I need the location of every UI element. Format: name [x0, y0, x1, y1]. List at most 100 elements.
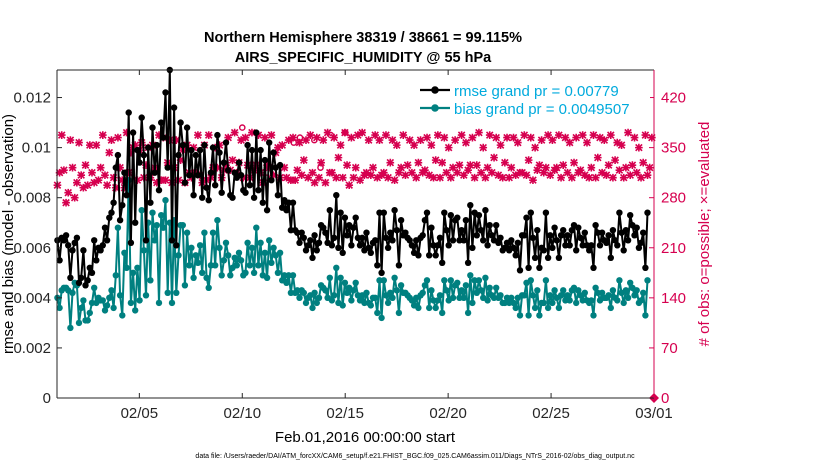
- series-point: [276, 249, 284, 256]
- series-point: [581, 289, 588, 296]
- series-point: [186, 172, 193, 179]
- series-point: [153, 141, 160, 149]
- series-point: [464, 309, 472, 317]
- obs-evaluated-marker: [479, 143, 488, 152]
- series-point: [129, 269, 137, 276]
- series-point: [441, 277, 448, 284]
- obs-evaluated-marker: [531, 143, 539, 152]
- series-point: [250, 269, 258, 276]
- obs-evaluated-marker: [85, 141, 94, 149]
- series-point: [380, 209, 387, 216]
- obs-evaluated-marker: [241, 133, 250, 142]
- obs-evaluated-marker: [412, 173, 421, 182]
- series-point: [378, 314, 385, 322]
- obs-evaluated-marker: [172, 136, 181, 144]
- series-point: [274, 192, 282, 199]
- series-point: [549, 299, 556, 307]
- series-point: [205, 197, 212, 204]
- series-point: [372, 294, 379, 301]
- series-point: [586, 247, 593, 254]
- series-point: [201, 229, 208, 236]
- obs-evaluated-marker: [107, 136, 116, 144]
- obs-evaluated-marker: [414, 158, 423, 167]
- series-point: [391, 274, 398, 281]
- series-layer: [53, 66, 656, 332]
- series-point: [244, 141, 251, 149]
- series-point: [458, 227, 465, 234]
- series-point: [436, 292, 444, 299]
- series-point: [527, 277, 534, 284]
- series-point: [225, 252, 232, 259]
- series-point: [114, 151, 122, 159]
- obs-evaluated-marker: [609, 173, 617, 182]
- obs-evaluated-marker: [423, 133, 431, 142]
- obs-evaluated-marker: [366, 171, 375, 179]
- series-point: [352, 214, 359, 221]
- series-point: [486, 284, 493, 291]
- series-point: [640, 229, 647, 236]
- series-point: [235, 159, 243, 166]
- series-point: [328, 242, 336, 249]
- right-y-axis-label: # of obs: o=possible; ×=evaluated: [696, 122, 713, 347]
- obs-evaluated-marker: [371, 131, 379, 139]
- series-point: [119, 202, 126, 209]
- series-point: [484, 297, 491, 304]
- right-y-tick-label: 210: [661, 240, 686, 257]
- series-point: [536, 312, 543, 319]
- series-point: [607, 254, 614, 261]
- series-point: [140, 247, 148, 254]
- series-point: [164, 164, 171, 171]
- obs-evaluated-marker: [576, 166, 585, 174]
- x-tick-label: 02/25: [532, 405, 570, 422]
- series-point: [573, 299, 580, 307]
- series-point: [244, 239, 251, 246]
- legend-box: [414, 82, 650, 122]
- series-point: [149, 124, 156, 131]
- series-point: [627, 212, 634, 219]
- series-point: [313, 247, 320, 254]
- series-point: [67, 274, 74, 281]
- series-point: [253, 129, 260, 136]
- series-point: [521, 292, 528, 299]
- obs-evaluated-marker: [589, 131, 598, 139]
- obs-evaluated-marker: [408, 168, 416, 177]
- series-point: [393, 287, 400, 294]
- series-point: [551, 287, 558, 294]
- series-point: [441, 209, 448, 216]
- series-point: [439, 309, 446, 317]
- obs-evaluated-marker: [494, 171, 503, 179]
- obs-possible-marker: [341, 129, 349, 136]
- obs-evaluated-marker: [505, 173, 514, 182]
- obs-evaluated-marker: [302, 136, 310, 144]
- obs-evaluated-marker: [397, 163, 405, 172]
- series-point: [214, 131, 221, 139]
- series-point: [173, 289, 180, 296]
- series-point: [222, 139, 230, 146]
- obs-evaluated-marker: [176, 156, 185, 164]
- obs-evaluated-marker: [228, 156, 237, 164]
- series-point: [315, 239, 323, 246]
- series-point: [488, 232, 496, 239]
- legend-bias-label: bias grand pr = 0.0049507: [454, 101, 630, 118]
- series-point: [402, 229, 409, 236]
- series-point: [557, 292, 565, 299]
- series-point: [209, 144, 217, 151]
- obs-evaluated-marker: [429, 173, 438, 182]
- series-point: [309, 304, 316, 312]
- series-point: [352, 279, 359, 286]
- series-point: [350, 287, 357, 294]
- legend-rmse-label: rmse grand pr = 0.00779: [454, 83, 619, 100]
- obs-evaluated-marker: [453, 168, 462, 177]
- series-point: [482, 274, 489, 281]
- obs-evaluated-marker: [546, 171, 555, 179]
- series-point: [348, 242, 355, 249]
- series-point: [177, 119, 184, 126]
- series-point: [590, 264, 597, 271]
- obs-evaluated-marker: [425, 171, 434, 179]
- series-point: [387, 289, 394, 296]
- obs-evaluated-marker: [299, 156, 308, 164]
- series-point: [110, 304, 117, 312]
- series-point: [73, 234, 81, 241]
- obs-evaluated-marker: [583, 138, 591, 147]
- series-point: [108, 287, 115, 294]
